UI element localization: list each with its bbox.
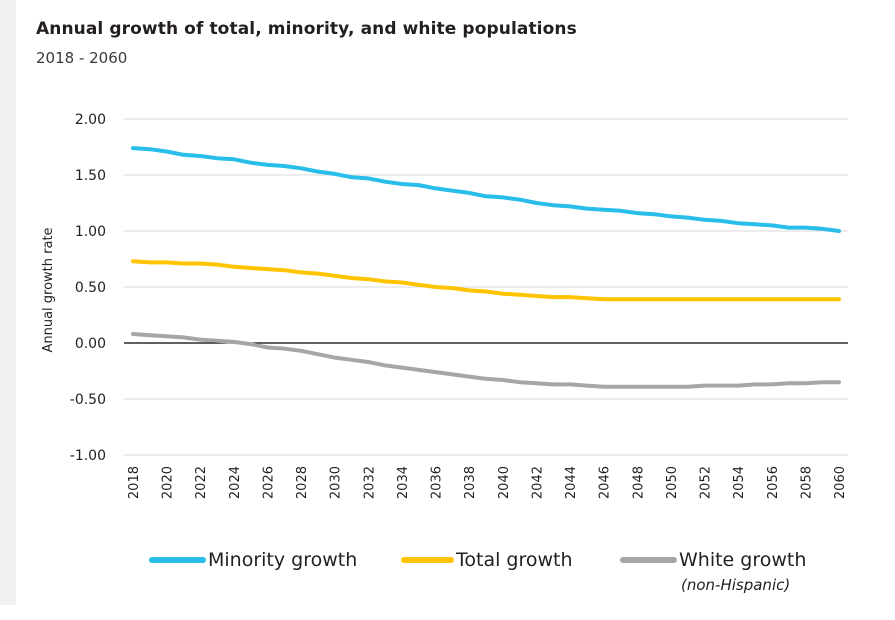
series-line-white xyxy=(131,332,841,389)
x-tick-label: 2044 xyxy=(564,466,579,499)
legend-sublabel-white: (non-Hispanic) xyxy=(681,576,790,594)
x-axis-ticks: 2018 2020 2022 2024 2026 2028 2030 2032 2034 2036… xyxy=(127,466,848,499)
x-tick-label: 2050 xyxy=(665,466,680,499)
x-tick-label: 2052 xyxy=(699,466,714,499)
legend-label-white: White growth xyxy=(679,549,806,571)
left-margin-strip xyxy=(0,0,16,605)
x-tick-label: 2030 xyxy=(329,466,344,499)
x-tick-label: 2056 xyxy=(766,466,781,499)
x-tick-label: 2054 xyxy=(732,466,747,499)
series-lines xyxy=(131,146,841,389)
x-tick-label: 2036 xyxy=(430,466,445,499)
y-tick-label: -0.50 xyxy=(70,392,106,408)
bottom-margin xyxy=(0,605,895,620)
series-line-minority xyxy=(131,146,841,233)
x-tick-label: 2058 xyxy=(799,466,814,499)
x-tick-label: 2020 xyxy=(161,466,176,499)
x-tick-label: 2032 xyxy=(362,466,377,499)
legend-label-minority: Minority growth xyxy=(208,549,357,571)
y-tick-label: 0.00 xyxy=(75,336,106,352)
y-tick-label: 1.00 xyxy=(75,224,106,240)
chart-title: Annual growth of total, minority, and wh… xyxy=(36,19,577,39)
y-axis-ticks: 2.00 1.50 1.00 0.50 0.00 -0.50 -1.00 xyxy=(70,112,106,464)
x-tick-label: 2042 xyxy=(530,466,545,499)
x-tick-label: 2048 xyxy=(631,466,646,499)
y-tick-label: 2.00 xyxy=(75,112,106,128)
y-tick-label: 1.50 xyxy=(75,168,106,184)
x-tick-label: 2040 xyxy=(497,466,512,499)
series-line-total xyxy=(131,259,841,302)
legend: Minority growth Total growth White growt… xyxy=(149,549,806,594)
x-tick-label: 2028 xyxy=(295,466,310,499)
y-axis-label: Annual growth rate xyxy=(41,227,56,352)
chart-subtitle: 2018 - 2060 xyxy=(36,49,128,67)
x-tick-label: 2024 xyxy=(228,466,243,499)
x-tick-label: 2060 xyxy=(833,466,848,499)
x-tick-label: 2038 xyxy=(463,466,478,499)
x-tick-label: 2018 xyxy=(127,466,142,499)
line-chart: 2.001.501.000.500.00-0.50-1.00 2018 2020 2… xyxy=(41,112,848,594)
x-tick-label: 2046 xyxy=(598,466,613,499)
x-tick-label: 2034 xyxy=(396,466,411,499)
x-tick-label: 2022 xyxy=(194,466,209,499)
y-tick-label: -1.00 xyxy=(70,448,106,464)
y-tick-label: 0.50 xyxy=(75,280,106,296)
x-tick-label: 2026 xyxy=(261,466,276,499)
legend-label-total: Total growth xyxy=(455,549,573,571)
gridlines xyxy=(124,118,848,456)
